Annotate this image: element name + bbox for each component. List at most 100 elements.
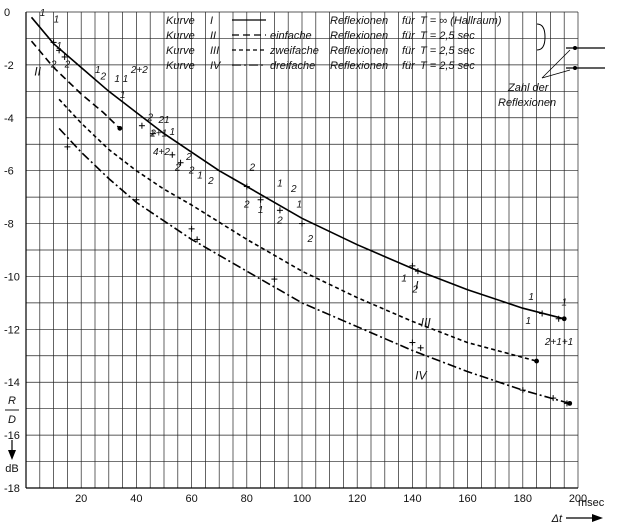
reflection-count-label: 1 (401, 274, 407, 285)
reflection-count-label: 2 (290, 184, 297, 195)
tick-labels: 20 40 60 80 100 120 140 160 180 200 0 -2 -4 -6 -8 -10 -1… (4, 7, 587, 505)
legend-brace (536, 23, 546, 51)
curve-ii (30, 40, 121, 129)
y-axis-label-d: D (8, 414, 16, 426)
legend-side-label-1: Zahl der (507, 82, 550, 94)
curve-label-iv: IV (415, 369, 427, 383)
y-tick-label: -10 (4, 271, 20, 283)
y-axis-label-r: R (8, 395, 16, 407)
legend-reflexionen-word: Reflexionen (330, 30, 388, 42)
reflection-count-label: 2 (174, 163, 181, 174)
reflection-count-label: 2 (276, 216, 283, 227)
legend-kurve-word: Kurve (166, 30, 195, 42)
curve-ii-end-dot (117, 125, 123, 131)
legend-fuer-word: für (402, 60, 416, 72)
reflection-count-label: 1 (114, 74, 120, 85)
x-tick-label: 20 (75, 493, 87, 505)
reflection-count-label: 1 (526, 316, 532, 327)
reflection-count-label: 2 (185, 152, 192, 163)
x-axis-title: msec Δt (551, 497, 605, 525)
reflection-count-label: 2 (100, 71, 107, 82)
x-tick-label: 160 (458, 493, 476, 505)
reflection-count-label: 1 (528, 292, 534, 303)
reflection-count-label: 2 (307, 234, 314, 245)
reflection-count-label: 1 (120, 90, 126, 101)
x-axis-label: Δt (551, 513, 563, 525)
reflection-count-label: 1 (164, 115, 170, 126)
legend-reflexionen-word: Reflexionen (330, 45, 388, 57)
reflection-count-label: 2 (50, 60, 57, 71)
reflection-count-label: 1 (277, 179, 283, 190)
legend-reflection-type: zweifache (269, 45, 319, 57)
x-tick-label: 120 (348, 493, 366, 505)
curve-label-i: I (415, 279, 419, 293)
axes (25, 12, 578, 489)
x-tick-label: 100 (293, 493, 311, 505)
legend-pointer-1 (541, 49, 571, 79)
y-tick-label: -4 (4, 113, 14, 125)
legend-reverb-time: T = 2,5 sec (420, 45, 475, 57)
y-tick-label: -8 (4, 219, 14, 231)
reflection-count-label: 2 (207, 176, 214, 187)
reflection-count-label: 2 (64, 60, 71, 71)
curve-iii-end-dot (534, 358, 539, 364)
legend-fuer-word: für (402, 30, 416, 42)
x-tick-label: 80 (241, 493, 253, 505)
legend-reflection-type: einfache (270, 30, 312, 42)
reflection-count-label: 2 (146, 112, 153, 123)
y-axis-unit: dB (5, 463, 18, 475)
legend-sample-dot-2 (573, 66, 577, 70)
reflection-count-label: 1 (561, 298, 567, 309)
y-tick-label: -14 (4, 377, 20, 389)
y-tick-label: -18 (4, 483, 20, 495)
reflection-count-label: 1 (40, 8, 46, 19)
legend-pointer-2 (541, 69, 571, 79)
curve-label-ii: II (34, 64, 41, 78)
legend-curve-number: III (210, 45, 219, 57)
legend-side-label-2: Reflexionen (498, 97, 556, 109)
legend-curve-number: I (210, 15, 213, 27)
reflection-count-label: 2 (157, 115, 164, 126)
reflection-count-label: 1 (170, 127, 176, 138)
y-tick-label: 0 (4, 7, 10, 19)
legend-sample-dot-1 (573, 46, 577, 50)
reflection-count-label: 2 (188, 165, 195, 176)
legend-kurve-word: Kurve (166, 15, 195, 27)
x-tick-label: 60 (185, 493, 197, 505)
reflection-count-label: 1 (95, 65, 101, 76)
curve-i (30, 16, 565, 320)
legend-reflection-type: dreifache (270, 60, 315, 72)
legend-reflexionen-word: Reflexionen (330, 60, 388, 72)
curve-label-iii: III (421, 316, 432, 330)
curve-iii (58, 98, 537, 362)
y-tick-label: -6 (4, 166, 14, 178)
reflection-count-label: 1 (258, 205, 264, 216)
legend-kurve-word: Kurve (166, 60, 195, 72)
x-axis-unit: msec (578, 497, 605, 509)
x-tick-label: 180 (514, 493, 532, 505)
legend-kurve-word: Kurve (166, 45, 195, 57)
reflection-count-label: 1 (296, 200, 302, 211)
reflection-count-label: 2+1 (149, 128, 167, 139)
grid (25, 11, 579, 489)
reflection-count-label: 1 (56, 41, 62, 52)
y-axis-title: R D dB (5, 395, 19, 475)
legend-reverb-time: T = 2,5 sec (420, 30, 475, 42)
curve-iv (58, 127, 570, 405)
legend-curve-number: IV (210, 60, 222, 72)
x-tick-label: 140 (403, 493, 421, 505)
reflection-count-label: 2+1+1 (544, 337, 573, 348)
y-tick-label: -2 (4, 60, 14, 72)
reflection-count-label: 2 (249, 163, 256, 174)
legend-reflexionen-word: Reflexionen (330, 15, 388, 27)
legend-fuer-word: für (402, 15, 416, 27)
y-axis-arrow-head (8, 450, 16, 460)
reflection-count-label: 2 (411, 284, 418, 295)
y-tick-label: -12 (4, 324, 20, 336)
legend-reverb-time: T = 2,5 sec (420, 60, 475, 72)
curve-i-end-dot (561, 316, 567, 322)
reflection-markers (50, 39, 570, 407)
x-tick-label: 200 (569, 493, 587, 505)
